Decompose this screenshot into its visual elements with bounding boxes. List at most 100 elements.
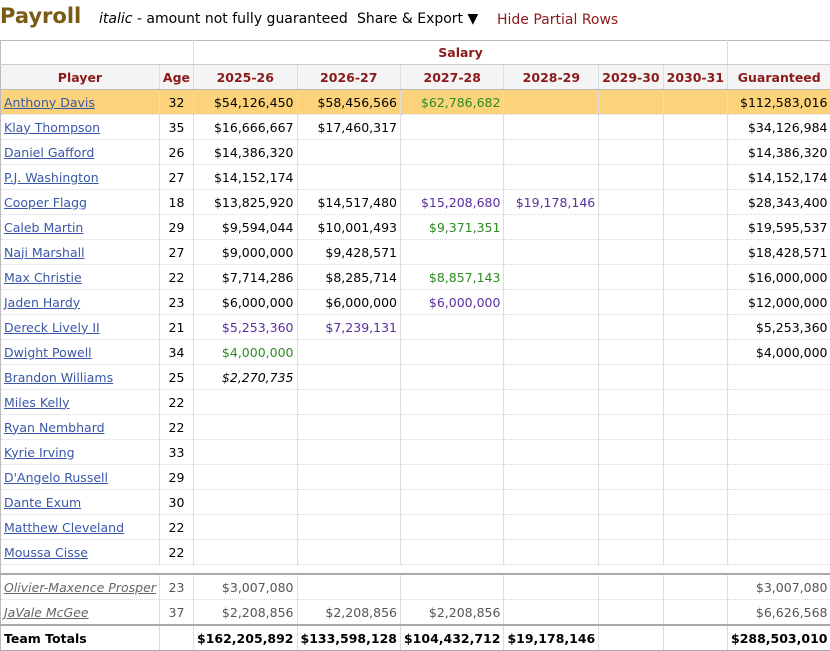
salary-cell bbox=[598, 214, 664, 240]
salary-cell: $9,428,571 bbox=[297, 239, 401, 265]
player-link[interactable]: Jaden Hardy bbox=[4, 294, 81, 310]
salary-cell bbox=[598, 264, 664, 290]
column-header-guaranteed[interactable]: Guaranteed bbox=[727, 64, 830, 90]
column-header-2025-26[interactable]: 2025-26 bbox=[193, 64, 298, 90]
player-link[interactable]: Brandon Williams bbox=[4, 369, 114, 385]
salary-cell: $6,000,000 bbox=[400, 289, 505, 315]
totals-age-blank bbox=[159, 624, 195, 651]
salary-cell bbox=[193, 539, 298, 565]
age-cell: 27 bbox=[159, 239, 195, 265]
column-header-2029-30[interactable]: 2029-30 bbox=[598, 64, 664, 90]
guaranteed-cell: $16,000,000 bbox=[727, 264, 830, 290]
table-row: Ryan Nembhard 22 bbox=[0, 414, 830, 440]
guaranteed-cell: $28,343,400 bbox=[727, 189, 830, 215]
age-cell: 23 bbox=[159, 289, 195, 315]
player-link[interactable]: Cooper Flagg bbox=[4, 194, 87, 210]
salary-cell bbox=[598, 414, 664, 440]
player-link[interactable]: D'Angelo Russell bbox=[4, 469, 108, 485]
table-row: Dereck Lively II 21 $5,253,360 $7,239,131 $5… bbox=[0, 314, 830, 340]
player-link[interactable]: Matthew Cleveland bbox=[4, 519, 125, 535]
table-row: Anthony Davis 32 $54,126,450 $58,456,566 $62… bbox=[0, 89, 830, 115]
player-link[interactable]: Ryan Nembhard bbox=[4, 419, 105, 435]
salary-cell bbox=[503, 164, 600, 190]
player-link[interactable]: P.J. Washington bbox=[4, 169, 99, 185]
player-link[interactable]: Daniel Gafford bbox=[4, 144, 95, 160]
age-cell: 22 bbox=[159, 539, 195, 565]
guaranteed-cell: $18,428,571 bbox=[727, 239, 830, 265]
age-cell: 32 bbox=[159, 89, 195, 115]
salary-cell bbox=[598, 164, 664, 190]
guaranteed-cell bbox=[727, 489, 830, 515]
column-header-2030-31[interactable]: 2030-31 bbox=[663, 64, 729, 90]
table-row: Jaden Hardy 23 $6,000,000 $6,000,000 $6,000,… bbox=[0, 289, 830, 315]
salary-cell bbox=[297, 539, 401, 565]
age-cell: 23 bbox=[159, 574, 195, 600]
player-link[interactable]: Moussa Cisse bbox=[4, 544, 88, 560]
player-link[interactable]: Kyrie Irving bbox=[4, 444, 75, 460]
guaranteed-cell bbox=[727, 389, 830, 415]
guaranteed-cell: $4,000,000 bbox=[727, 339, 830, 365]
guaranteed-cell: $14,386,320 bbox=[727, 139, 830, 165]
player-link[interactable]: Max Christie bbox=[4, 269, 82, 285]
column-header-age[interactable]: Age bbox=[159, 64, 195, 90]
player-cell: D'Angelo Russell bbox=[0, 464, 160, 490]
salary-cell: $14,152,174 bbox=[193, 164, 298, 190]
salary-cell bbox=[663, 189, 729, 215]
salary-cell bbox=[663, 514, 729, 540]
salary-cell: $5,253,360 bbox=[193, 314, 298, 340]
salary-cell: $7,239,131 bbox=[297, 314, 401, 340]
total-salary-cell: $133,598,128 bbox=[297, 624, 401, 651]
total-salary-cell bbox=[598, 624, 664, 651]
salary-cell bbox=[503, 574, 600, 600]
salary-cell: $9,000,000 bbox=[193, 239, 298, 265]
player-link[interactable]: Klay Thompson bbox=[4, 119, 101, 135]
player-link[interactable]: Caleb Martin bbox=[4, 219, 84, 235]
salary-cell bbox=[663, 574, 729, 600]
age-cell: 35 bbox=[159, 114, 195, 140]
salary-cell: $3,007,080 bbox=[193, 574, 298, 600]
player-cell: Jaden Hardy bbox=[0, 289, 160, 315]
player-link[interactable]: JaVale McGee bbox=[4, 604, 89, 620]
salary-cell bbox=[400, 414, 505, 440]
salary-cell bbox=[400, 339, 505, 365]
guaranteed-cell bbox=[727, 514, 830, 540]
table-row: Moussa Cisse 22 bbox=[0, 539, 830, 565]
salary-cell bbox=[503, 89, 600, 115]
salary-cell bbox=[400, 389, 505, 415]
player-link[interactable]: Naji Marshall bbox=[4, 244, 85, 260]
age-cell: 34 bbox=[159, 339, 195, 365]
section-divider bbox=[0, 564, 830, 575]
salary-cell bbox=[663, 439, 729, 465]
player-link[interactable]: Anthony Davis bbox=[4, 94, 95, 110]
salary-cell bbox=[503, 489, 600, 515]
column-header-2026-27[interactable]: 2026-27 bbox=[297, 64, 401, 90]
player-link[interactable]: Olivier-Maxence Prosper bbox=[4, 579, 156, 595]
player-cell: Dante Exum bbox=[0, 489, 160, 515]
player-link[interactable]: Dante Exum bbox=[4, 494, 82, 510]
salary-cell bbox=[400, 439, 505, 465]
divider-cell bbox=[193, 564, 297, 575]
salary-cell bbox=[400, 514, 505, 540]
salary-cell bbox=[297, 339, 401, 365]
salary-cell bbox=[297, 439, 401, 465]
salary-cell bbox=[663, 464, 729, 490]
player-link[interactable]: Dereck Lively II bbox=[4, 319, 100, 335]
salary-cell bbox=[297, 364, 401, 390]
salary-cell bbox=[400, 489, 505, 515]
salary-cell bbox=[400, 314, 505, 340]
column-header-2028-29[interactable]: 2028-29 bbox=[503, 64, 600, 90]
player-link[interactable]: Dwight Powell bbox=[4, 344, 92, 360]
column-header-2027-28[interactable]: 2027-28 bbox=[400, 64, 505, 90]
age-cell: 22 bbox=[159, 264, 195, 290]
player-cell: Naji Marshall bbox=[0, 239, 160, 265]
table-row: Olivier-Maxence Prosper 23 $3,007,080 $3,00… bbox=[0, 574, 830, 600]
guaranteed-cell bbox=[727, 364, 830, 390]
column-header-player[interactable]: Player bbox=[0, 64, 160, 90]
salary-cell: $58,456,566 bbox=[297, 89, 401, 115]
player-cell: Anthony Davis bbox=[0, 89, 160, 115]
hide-partial-rows-link[interactable]: Hide Partial Rows bbox=[497, 12, 619, 28]
player-link[interactable]: Miles Kelly bbox=[4, 394, 70, 410]
share-export-menu[interactable]: Share & Export ▼ bbox=[357, 11, 479, 27]
salary-cell bbox=[598, 464, 664, 490]
player-cell: Kyrie Irving bbox=[0, 439, 160, 465]
